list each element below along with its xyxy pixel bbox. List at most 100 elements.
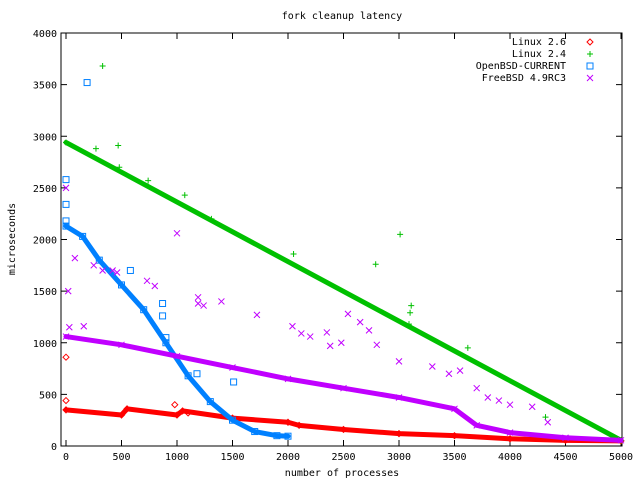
outlier-point <box>445 370 453 378</box>
legend-label: Linux 2.6 <box>512 37 566 48</box>
y-tick-label: 4000 <box>33 29 57 40</box>
legend-marker <box>586 74 594 82</box>
outlier-point <box>365 327 373 334</box>
outlier-point <box>99 63 106 70</box>
outlier-point <box>407 309 414 316</box>
x-tick-label: 3500 <box>442 452 466 463</box>
data-point <box>506 429 514 436</box>
outlier-point <box>253 311 261 319</box>
data-point <box>118 341 125 349</box>
outlier-point <box>428 363 436 370</box>
legend-label: FreeBSD 4.9RC3 <box>482 73 566 84</box>
data-point <box>273 432 281 440</box>
axis-ticks: 0 500 1000 1500 2000 2500 3000 3500 4000 4500 5000… <box>33 29 633 463</box>
data-point <box>340 384 347 392</box>
outlier-point <box>528 403 536 411</box>
x-tick-label: 2000 <box>276 452 300 463</box>
outlier-point <box>62 200 70 208</box>
data-point <box>117 411 126 419</box>
legend-label: OpenBSD-CURRENT <box>476 61 566 72</box>
y-tick-label: 1000 <box>33 339 57 350</box>
outlier-point <box>62 176 70 184</box>
outlier-point <box>65 323 73 331</box>
data-point <box>562 434 569 442</box>
data-point <box>62 333 70 340</box>
outlier-point <box>323 329 331 336</box>
data-point <box>62 222 70 230</box>
outlier-point <box>405 321 412 328</box>
outlier-point <box>506 401 514 409</box>
legend-marker <box>586 38 594 46</box>
series-trend <box>63 223 291 439</box>
x-tick-label: 2500 <box>331 452 355 463</box>
outlier-point <box>151 282 159 290</box>
x-axis-label: number of processes <box>285 468 399 479</box>
series-2 <box>62 79 292 440</box>
outlier-point <box>62 217 70 225</box>
outlier-point <box>495 397 503 404</box>
outlier-point <box>372 261 379 268</box>
data-point <box>229 364 236 371</box>
outlier-point <box>83 79 91 87</box>
outlier-point <box>159 300 167 308</box>
data-point <box>173 411 181 419</box>
x-tick-label: 1000 <box>165 452 189 463</box>
outlier-point <box>344 310 352 318</box>
series-trend <box>63 406 624 444</box>
data-point <box>178 407 187 415</box>
outlier-point <box>62 353 70 361</box>
outlier-point <box>297 330 305 337</box>
data-point <box>450 431 459 440</box>
data-point <box>617 436 625 444</box>
outlier-point <box>200 302 207 309</box>
data-point <box>173 352 181 360</box>
chart-title: fork cleanup latency <box>282 11 402 22</box>
outlier-point <box>162 334 170 342</box>
data-point <box>118 281 125 289</box>
series-layer <box>62 63 625 445</box>
outlier-point <box>395 357 403 365</box>
y-axis-label: microseconds <box>7 203 18 275</box>
outlier-point <box>184 409 192 417</box>
legend-marker <box>587 51 593 57</box>
data-point <box>184 372 192 380</box>
x-tick-label: 5000 <box>609 452 633 463</box>
y-tick-label: 0 <box>51 442 57 453</box>
data-point <box>140 306 148 314</box>
outlier-point <box>143 277 151 285</box>
outlier-point <box>373 341 381 349</box>
outlier-point <box>90 261 98 269</box>
outlier-point <box>109 267 116 274</box>
outlier-point <box>71 254 79 262</box>
x-tick-label: 4500 <box>553 452 577 463</box>
outlier-point <box>544 418 552 426</box>
outlier-point <box>218 298 225 305</box>
data-point <box>62 406 70 414</box>
y-tick-label: 2000 <box>33 236 57 247</box>
outlier-point <box>115 142 122 149</box>
outlier-point <box>208 215 215 222</box>
data-point <box>506 435 514 443</box>
x-tick-label: 0 <box>63 452 69 463</box>
data-point <box>395 429 403 438</box>
data-point <box>79 232 87 240</box>
x-tick-label: 1500 <box>220 452 244 463</box>
series-3 <box>62 184 625 444</box>
y-tick-label: 2500 <box>33 184 57 195</box>
legend-label: Linux 2.4 <box>512 49 566 60</box>
data-point <box>284 418 292 426</box>
outlier-point <box>326 342 334 350</box>
data-point <box>123 405 131 413</box>
outlier-point <box>289 322 296 330</box>
data-point <box>339 425 348 434</box>
outlier-point <box>397 231 404 238</box>
data-point <box>284 375 292 383</box>
series-trend <box>63 334 624 443</box>
plot-frame <box>60 32 623 447</box>
data-point <box>162 339 170 347</box>
outlier-point <box>456 367 464 374</box>
outlier-point <box>193 370 201 378</box>
outlier-point <box>92 145 99 152</box>
